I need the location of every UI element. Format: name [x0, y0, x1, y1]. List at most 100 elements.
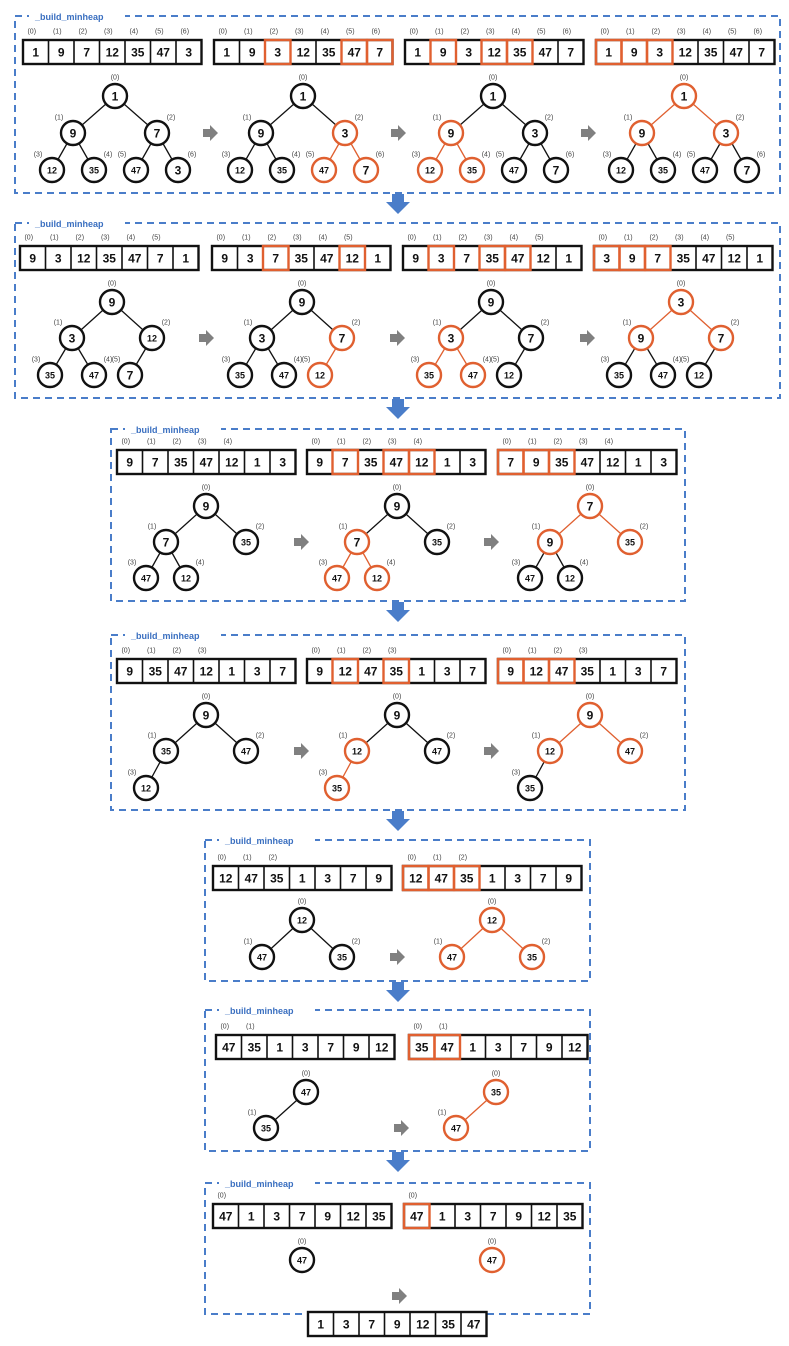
- array-index-label: (1): [439, 1024, 448, 1031]
- tree-node: [442, 1114, 470, 1142]
- array-index-label: (1): [242, 235, 251, 242]
- tree-node-value: 9: [547, 536, 554, 550]
- array-cell-value: 35: [442, 1318, 456, 1332]
- array-cell-value: 3: [324, 872, 331, 886]
- tree-node: [517, 324, 545, 352]
- tree-node-value: 12: [372, 574, 382, 584]
- tree-node-value: 47: [297, 1256, 307, 1266]
- array-cell-value: 3: [514, 872, 521, 886]
- tree-index-label: (5): [118, 152, 127, 159]
- tree-node: [458, 156, 486, 184]
- tree-node-value: 35: [432, 538, 442, 548]
- array-cell-value: 9: [631, 46, 638, 60]
- tree-index-label: (0): [393, 485, 402, 492]
- array-index-label: (5): [535, 235, 544, 242]
- tree-node: [116, 361, 144, 389]
- array-cell-value: 3: [279, 456, 286, 470]
- array-box: [305, 448, 487, 476]
- heap-frame: (0) (1) (2) (3) (4) 9 7 35 47 12 1 3 9 (0) 7 (1) 35 (2) 47…: [115, 439, 297, 592]
- array-box: [210, 244, 392, 272]
- tree-node: [288, 288, 316, 316]
- right-arrow-icon: [294, 743, 309, 759]
- tree-node: [667, 288, 695, 316]
- array-cell-value: 3: [495, 1041, 502, 1055]
- tree-index-label: (0): [298, 899, 307, 906]
- tree-node: [363, 564, 391, 592]
- stage-label-bg: [29, 217, 125, 229]
- tree-index-label: (2): [545, 115, 554, 122]
- tree-node-value: 1: [300, 90, 307, 104]
- array-index-label: (1): [433, 855, 442, 862]
- array-box: [211, 864, 393, 892]
- array-cell-value: 9: [507, 665, 514, 679]
- array-cell-value: 3: [465, 46, 472, 60]
- array-index-label: (2): [651, 29, 660, 36]
- array-index-label: (2): [172, 439, 181, 446]
- tree-index-label: (4): [482, 152, 491, 159]
- tree-node: [36, 361, 64, 389]
- tree-node-value: 7: [127, 369, 134, 383]
- tree-node-value: 12: [181, 574, 191, 584]
- array-cell-value: 1: [248, 1210, 255, 1224]
- tree-node-value: 7: [154, 127, 161, 141]
- tree-node: [437, 324, 465, 352]
- array-index-label: (0): [598, 235, 607, 242]
- tree-node: [516, 774, 544, 802]
- tree-node-value: 9: [488, 296, 495, 310]
- tree-index-label: (4): [196, 560, 205, 567]
- array-index-label: (2): [172, 648, 181, 655]
- heap-frame: (0) (1) (2) (3) (4) 9 7 35 47 12 1 3 9 (0) 7 (1) 35 (2) 47…: [305, 439, 487, 592]
- tree-node: [536, 528, 564, 556]
- down-arrow-icon: [386, 811, 410, 831]
- stage-label: _build_minheap: [34, 219, 104, 229]
- tree-index-label: (0): [488, 899, 497, 906]
- tree-node: [707, 324, 735, 352]
- heap-frame: (0) (1) (2) (3) 9 12 47 35 1 3 7 9 (0) 12 (1) 47 (2) 35 (3…: [305, 648, 487, 802]
- tree-node: [292, 1078, 320, 1106]
- array-box: [407, 1033, 589, 1061]
- array-index-label: (1): [433, 235, 442, 242]
- heap-frame: (0) (1) 47 35 1 3 7 9 12 47 (0) 35 (1): [214, 1024, 396, 1142]
- array-cell-value: 12: [530, 665, 544, 679]
- tree-node-value: 12: [352, 747, 362, 757]
- array-index-label: (1): [337, 648, 346, 655]
- tree-node-value: 12: [504, 371, 514, 381]
- tree-index-label: (0): [111, 75, 120, 82]
- array-index-label: (3): [198, 439, 207, 446]
- array-cell-value: 12: [488, 46, 502, 60]
- array-index-label: (0): [24, 235, 33, 242]
- tree-node-value: 1: [112, 90, 119, 104]
- array-cell-value: 3: [464, 1210, 471, 1224]
- array-index-label: (0): [311, 439, 320, 446]
- array-index-label: (1): [337, 439, 346, 446]
- array-box: [401, 864, 583, 892]
- tree-node: [288, 906, 316, 934]
- array-cell-value: 47: [467, 1318, 481, 1332]
- tree-index-label: (0): [680, 75, 689, 82]
- array-index-label: (2): [267, 235, 276, 242]
- array-cell-value: 35: [555, 456, 569, 470]
- stage-panel: _build_minheap (0) (1) (2) (3) (4) (5) (6) 1 9 7 12…: [14, 10, 781, 214]
- tree-node: [628, 119, 656, 147]
- array-cell-value: 12: [200, 665, 214, 679]
- tree-node-value: 35: [235, 371, 245, 381]
- tree-node: [152, 737, 180, 765]
- right-arrow-icon: [390, 330, 405, 346]
- tree-node-value: 35: [527, 953, 537, 963]
- array-cell-value: 35: [103, 252, 117, 266]
- tree-node: [80, 156, 108, 184]
- tree-index-label: (2): [447, 524, 456, 531]
- tree-node-value: 3: [723, 127, 730, 141]
- array-cell-value: 3: [438, 252, 445, 266]
- array-cell-value: 3: [55, 252, 62, 266]
- array-index-label: (2): [269, 29, 278, 36]
- tree-node: [556, 564, 584, 592]
- array-index-label: (5): [726, 235, 735, 242]
- array-cell-value: 7: [660, 665, 667, 679]
- array-index-label: (4): [509, 235, 518, 242]
- array-cell-value: 35: [248, 1041, 262, 1055]
- array-cell-highlight: [547, 657, 576, 685]
- tree-index-label: (2): [352, 939, 361, 946]
- tree-node-value: 47: [700, 166, 710, 176]
- array-index-label: (1): [53, 29, 62, 36]
